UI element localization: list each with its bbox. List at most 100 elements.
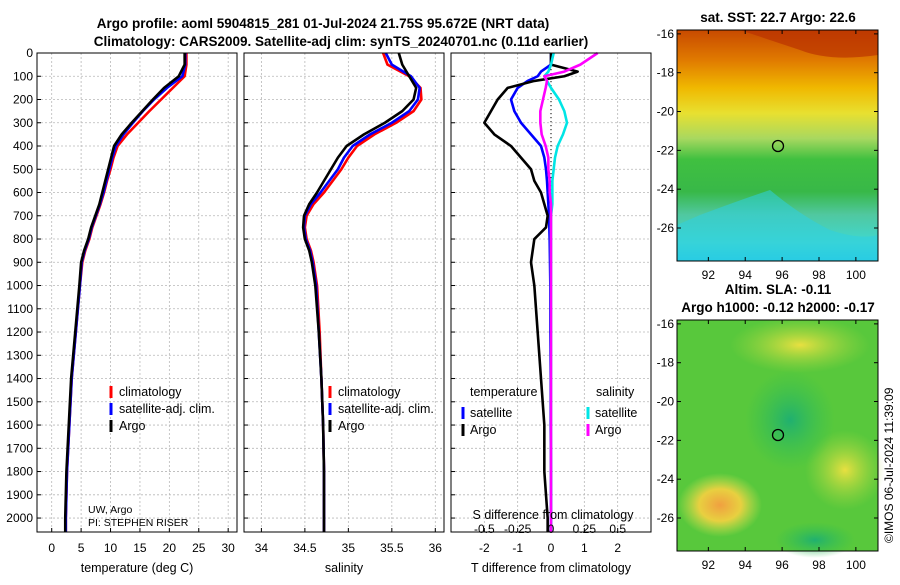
sla-warm-patch	[678, 473, 762, 537]
map-x-tick-label: 94	[739, 558, 753, 572]
legend-salinity-title: salinity	[596, 385, 635, 399]
depth-tick-label: 1400	[6, 372, 33, 386]
map-y-tick-label: -22	[657, 143, 675, 157]
map-x-tick-label: 100	[846, 558, 866, 572]
x-tick-label: 5	[78, 541, 85, 555]
sla-map-frame	[676, 319, 879, 552]
sla-map-subtitle: Argo h1000: -0.12 h2000: -0.17	[681, 300, 875, 315]
map-x-tick-label: 96	[775, 268, 789, 282]
x-tick-label: 36	[429, 541, 443, 555]
map-y-tick-label: -20	[657, 395, 675, 409]
depth-tick-label: 0	[26, 46, 33, 60]
depth-tick-label: 1700	[6, 441, 33, 455]
sst-map-title: sat. SST: 22.7 Argo: 22.6	[700, 10, 856, 25]
x-tick-label: 15	[133, 541, 147, 555]
series-line-temperature-argo	[483, 53, 579, 532]
title-line-2: Climatology: CARS2009. Satellite-adj cli…	[94, 34, 588, 49]
sst-warm-patch	[740, 30, 878, 58]
salinity-difference-tick-label: 0.5	[609, 522, 626, 536]
legend-label: climatology	[119, 385, 182, 399]
salinity-difference-tick-label: 0.25	[573, 522, 597, 536]
map-y-tick-label: -18	[657, 356, 675, 370]
map-x-tick-label: 92	[702, 268, 716, 282]
x-tick-label: 2	[614, 541, 621, 555]
depth-tick-label: 1200	[6, 325, 33, 339]
map-y-tick-label: -20	[657, 105, 675, 119]
x-tick-label: 30	[221, 541, 235, 555]
x-tick-label: -2	[479, 541, 490, 555]
plot-frame	[36, 52, 238, 533]
map-x-tick-label: 100	[846, 268, 866, 282]
depth-tick-label: 400	[13, 139, 33, 153]
x-tick-label: 25	[192, 541, 206, 555]
plot-frame	[243, 52, 445, 533]
depth-tick-label: 1100	[7, 302, 33, 316]
x-tick-label: 0	[48, 541, 55, 555]
x-tick-label: 10	[104, 541, 118, 555]
legend-label: Argo	[338, 419, 364, 433]
series-line-argo	[301, 52, 418, 532]
sst-map-panel: sat. SST: 22.7 Argo: 22.6 92 94 96 98 100 -16…	[657, 10, 879, 282]
legend-label: Argo	[470, 423, 496, 437]
difference-panel: -2 -1 0 1 2 T difference from climatology temp…	[450, 51, 652, 575]
series-line-satellite-adj-clim-	[302, 52, 421, 532]
sla-argo-location-marker	[771, 428, 785, 442]
map-y-tick-label: -16	[657, 27, 675, 41]
x-axis-label: temperature (deg C)	[81, 561, 194, 575]
x-tick-label: 35	[342, 541, 356, 555]
depth-tick-label: 200	[13, 93, 33, 107]
legend-label: Argo	[119, 419, 145, 433]
pi-credit: PI: STEPHEN RISER	[88, 517, 189, 529]
map-y-tick-label: -24	[657, 472, 675, 486]
sla-dark-patch	[745, 370, 835, 470]
sst-map-frame	[676, 29, 879, 262]
salinity-difference-tick-label: 0	[548, 522, 555, 536]
map-x-tick-label: 96	[775, 558, 789, 572]
temperature-panel: 0100200300400500600700800900100011001200…	[6, 46, 238, 575]
depth-tick-label: 500	[13, 162, 33, 176]
map-y-tick-label: -16	[657, 317, 675, 331]
x-tick-label: -1	[512, 541, 523, 555]
x-tick-label: 0	[548, 541, 555, 555]
series-line-climatology	[64, 53, 188, 532]
map-y-tick-label: -26	[657, 221, 675, 235]
x-tick-label: 34.5	[293, 541, 317, 555]
x-tick-label: 20	[163, 541, 177, 555]
map-x-tick-label: 98	[812, 268, 826, 282]
depth-tick-label: 900	[13, 255, 33, 269]
map-x-tick-label: 92	[702, 558, 716, 572]
title-line-1: Argo profile: aoml 5904815_281 01-Jul-20…	[97, 16, 549, 31]
series-line-climatology	[303, 52, 423, 532]
salinity-difference-axis-label: S difference from climatology	[473, 508, 635, 522]
legend-label: satellite	[470, 406, 512, 420]
map-x-tick-label: 98	[812, 558, 826, 572]
x-tick-label: 1	[581, 541, 588, 555]
map-y-tick-label: -26	[657, 511, 675, 525]
sla-map-title: Altim. SLA: -0.11	[725, 282, 832, 297]
sst-cool-patch	[677, 190, 878, 261]
depth-tick-label: 1900	[6, 488, 33, 502]
legend-label: satellite-adj. clim.	[119, 402, 215, 416]
x-axis-label: salinity	[325, 561, 364, 575]
map-x-tick-label: 94	[739, 268, 753, 282]
depth-tick-label: 800	[13, 232, 33, 246]
depth-tick-label: 1300	[6, 348, 33, 362]
legend-label: satellite-adj. clim.	[338, 402, 434, 416]
salinity-difference-tick-label: -0.5	[474, 522, 495, 536]
map-y-tick-label: -22	[657, 433, 675, 447]
series-line-salinity-satellite	[543, 52, 569, 532]
depth-tick-label: 700	[13, 209, 33, 223]
depth-tick-label: 1500	[6, 395, 33, 409]
depth-tick-label: 1800	[6, 465, 33, 479]
map-y-tick-label: -18	[657, 66, 675, 80]
x-axis-label: T difference from climatology	[471, 561, 632, 575]
salinity-difference-tick-label: -0.25	[504, 522, 532, 536]
depth-tick-label: 1000	[6, 279, 33, 293]
x-tick-label: 35.5	[380, 541, 404, 555]
series-line-argo	[63, 53, 186, 532]
x-tick-label: 34	[255, 541, 269, 555]
legend-label: satellite	[595, 406, 637, 420]
sst-argo-location-marker	[771, 139, 785, 153]
legend-temperature-title: temperature	[470, 385, 537, 399]
